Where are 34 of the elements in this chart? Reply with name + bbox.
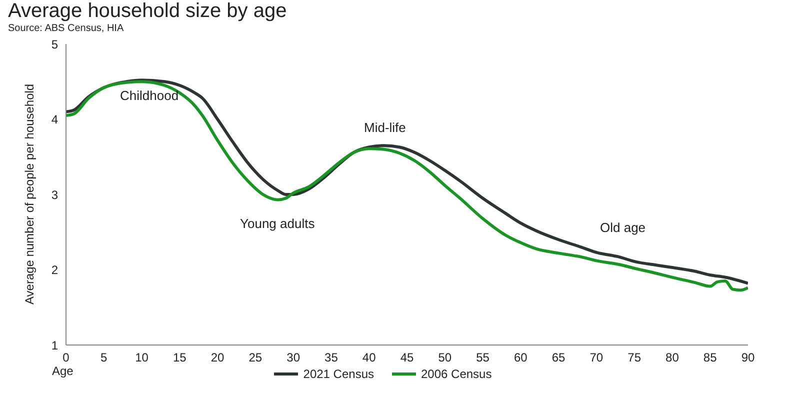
y-tick-label: 4 (51, 112, 58, 127)
annotation: Childhood (120, 88, 179, 103)
x-tick-label: 75 (628, 350, 642, 365)
x-tick-label: 30 (286, 350, 300, 365)
x-tick-label: 90 (741, 350, 755, 365)
x-tick-label: 40 (362, 350, 376, 365)
legend-label: 2021 Census (302, 367, 374, 381)
x-tick-label: 10 (135, 350, 149, 365)
x-tick-label: 70 (590, 350, 604, 365)
annotation: Mid-life (364, 120, 406, 135)
chart-title: Average household size by age (8, 0, 288, 22)
x-axis-title: Age (52, 364, 74, 378)
y-tick-label: 3 (51, 188, 58, 202)
y-tick-label: 2 (51, 263, 58, 278)
x-tick-label: 35 (324, 350, 338, 365)
x-tick-label: 20 (210, 350, 225, 365)
x-tick-label: 15 (172, 350, 187, 365)
y-tick-label: 1 (51, 338, 58, 352)
annotation: Old age (600, 220, 646, 235)
x-tick-label: 5 (100, 350, 108, 365)
x-tick-label: 80 (666, 350, 680, 365)
x-tick-label: 65 (552, 350, 566, 365)
chart-subtitle: Source: ABS Census, HIA (8, 22, 125, 36)
y-tick-label: 5 (51, 37, 58, 52)
y-axis-title: Average number of people per household (22, 84, 36, 304)
legend-label: 2006 Census (420, 367, 492, 381)
x-tick-label: 0 (62, 350, 70, 365)
x-tick-label: 45 (400, 350, 414, 365)
x-tick-label: 25 (248, 350, 262, 365)
x-tick-label: 55 (476, 350, 490, 365)
x-tick-label: 60 (514, 350, 528, 365)
x-tick-label: 50 (438, 350, 452, 365)
annotation: Young adults (240, 216, 315, 231)
x-tick-label: 85 (703, 350, 718, 365)
